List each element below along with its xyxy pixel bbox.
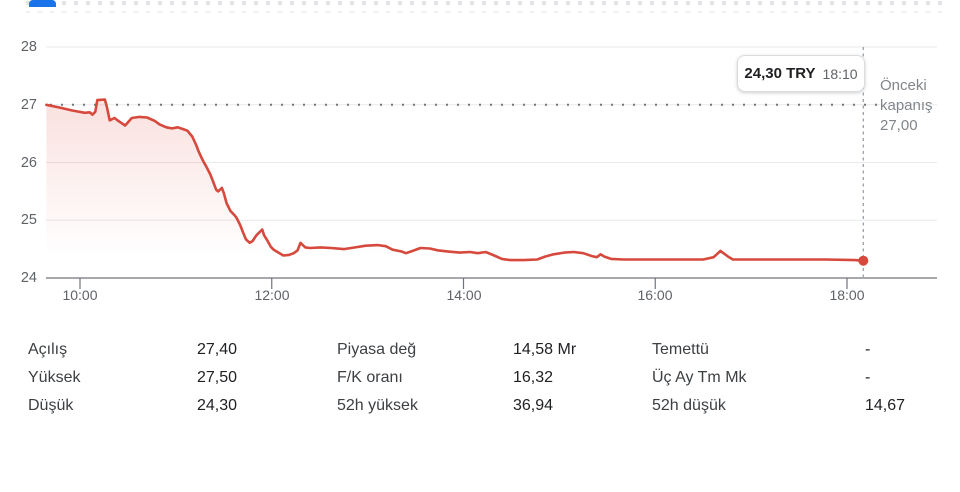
stat-label: Düşük — [28, 397, 74, 414]
stat-label: Yüksek — [28, 369, 81, 386]
stat-label: F/K oranı — [337, 369, 403, 386]
stats-column-2: Piyasa değ 14,58 Mr F/K oranı 16,32 52h … — [337, 336, 587, 420]
stat-row-fk-orani: F/K oranı 16,32 — [337, 364, 587, 392]
y-axis-label: 26 — [20, 155, 37, 171]
stat-value: - — [865, 341, 871, 358]
previous-close-line1: Önceki — [880, 77, 927, 94]
y-axis-label: 27 — [20, 97, 37, 113]
tab-bar-clipped-row — [26, 1, 946, 5]
y-axis-label: 25 — [20, 212, 37, 228]
stats-column-3: Temettü - Üç Ay Tm Mk - 52h düşük 14,67 — [652, 336, 912, 420]
y-axis-label: 28 — [20, 39, 37, 55]
stat-value: 27,40 — [197, 341, 238, 358]
stat-label: 52h düşük — [652, 397, 726, 414]
price-line — [45, 98, 865, 262]
stat-row-dusuk: Düşük 24,30 — [28, 392, 240, 420]
y-axis-label: 24 — [20, 270, 37, 286]
x-axis-label: 12:00 — [254, 287, 290, 303]
stat-label: Piyasa değ — [337, 341, 417, 358]
stat-row-piyasa-deg: Piyasa değ 14,58 Mr — [337, 336, 587, 364]
time-range-tab-bar — [0, 0, 960, 14]
stat-row-yuksek: Yüksek 27,50 — [28, 364, 240, 392]
stat-value: 14,67 — [865, 397, 906, 414]
price-chart-canvas — [45, 46, 937, 289]
stat-value: 36,94 — [513, 397, 554, 414]
stat-value: 27,50 — [197, 369, 238, 386]
stat-value: 14,58 Mr — [513, 341, 577, 358]
x-axis-label: 18:00 — [829, 287, 865, 303]
stat-label: Açılış — [28, 341, 68, 358]
last-price-dot — [858, 255, 869, 266]
previous-close-value: 27,00 — [880, 117, 918, 134]
x-axis-label: 16:00 — [637, 287, 673, 303]
stat-label: Üç Ay Tm Mk — [652, 369, 747, 386]
x-axis-label: 14:00 — [446, 287, 482, 303]
x-axis — [46, 277, 937, 289]
x-axis-label: 10:00 — [62, 287, 98, 303]
stat-row-uc-ay-tm-mk: Üç Ay Tm Mk - — [652, 364, 912, 392]
stat-row-temettu: Temettü - — [652, 336, 912, 364]
tab-bar-divider — [26, 11, 946, 13]
stat-value: 16,32 — [513, 369, 554, 386]
stat-value: - — [865, 369, 871, 386]
active-tab-indicator[interactable] — [29, 0, 56, 7]
tooltip-time: 18:10 — [822, 65, 858, 82]
stat-value: 24,30 — [197, 397, 238, 414]
stat-row-acilis: Açılış 27,40 — [28, 336, 240, 364]
price-chart[interactable]: 28 27 26 25 24 10:00 12:00 14:00 16:00 1… — [0, 0, 960, 320]
previous-close-label: Önceki kapanış 27,00 — [880, 76, 950, 136]
previous-close-line2: kapanış — [880, 97, 933, 114]
chart-tooltip: 24,30 TRY 18:10 — [737, 55, 865, 92]
stat-row-52h-yuksek: 52h yüksek 36,94 — [337, 392, 587, 420]
stat-label: 52h yüksek — [337, 397, 418, 414]
stats-column-1: Açılış 27,40 Yüksek 27,50 Düşük 24,30 — [28, 336, 240, 420]
tooltip-price: 24,30 TRY — [744, 65, 816, 82]
stat-row-52h-dusuk: 52h düşük 14,67 — [652, 392, 912, 420]
stat-label: Temettü — [652, 341, 709, 358]
